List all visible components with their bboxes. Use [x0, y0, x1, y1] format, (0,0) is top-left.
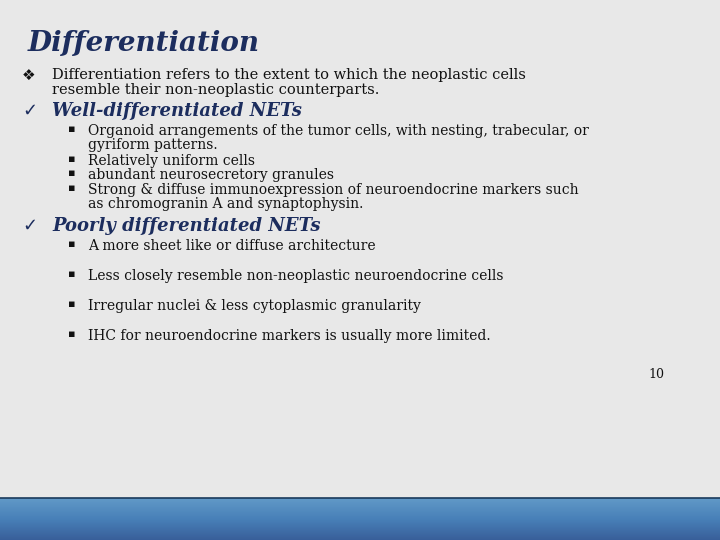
Text: Less closely resemble non-neoplastic neuroendocrine cells: Less closely resemble non-neoplastic neu… — [88, 269, 503, 283]
Text: IHC for neuroendocrine markers is usually more limited.: IHC for neuroendocrine markers is usuall… — [88, 329, 490, 343]
Text: Relatively uniform cells: Relatively uniform cells — [88, 154, 255, 168]
Text: gyriform patterns.: gyriform patterns. — [88, 138, 217, 152]
Text: Differentiation: Differentiation — [28, 30, 260, 57]
Text: Differentiation refers to the extent to which the neoplastic cells: Differentiation refers to the extent to … — [52, 68, 526, 82]
Text: ▪: ▪ — [68, 239, 76, 249]
Text: as chromogranin A and synaptophysin.: as chromogranin A and synaptophysin. — [88, 197, 364, 211]
Text: A more sheet like or diffuse architecture: A more sheet like or diffuse architectur… — [88, 239, 376, 253]
Text: Irregular nuclei & less cytoplasmic granularity: Irregular nuclei & less cytoplasmic gran… — [88, 299, 421, 313]
Text: ▪: ▪ — [68, 269, 76, 279]
Text: Organoid arrangements of the tumor cells, with nesting, trabecular, or: Organoid arrangements of the tumor cells… — [88, 124, 589, 138]
Text: ▪: ▪ — [68, 329, 76, 339]
Text: ▪: ▪ — [68, 124, 76, 134]
Text: 10: 10 — [648, 368, 664, 381]
Text: Strong & diffuse immunoexpression of neuroendocrine markers such: Strong & diffuse immunoexpression of neu… — [88, 183, 579, 197]
Text: Poorly differentiated NETs: Poorly differentiated NETs — [52, 217, 320, 235]
Text: ▪: ▪ — [68, 183, 76, 193]
Text: Well-differentiated NETs: Well-differentiated NETs — [52, 102, 302, 120]
Text: resemble their non-neoplastic counterparts.: resemble their non-neoplastic counterpar… — [52, 83, 379, 97]
Text: ▪: ▪ — [68, 154, 76, 164]
Text: ▪: ▪ — [68, 299, 76, 309]
Text: ❖: ❖ — [22, 68, 35, 83]
Text: ▪: ▪ — [68, 168, 76, 178]
Text: ✓: ✓ — [22, 217, 37, 235]
Text: ✓: ✓ — [22, 102, 37, 120]
Text: abundant neurosecretory granules: abundant neurosecretory granules — [88, 168, 334, 182]
